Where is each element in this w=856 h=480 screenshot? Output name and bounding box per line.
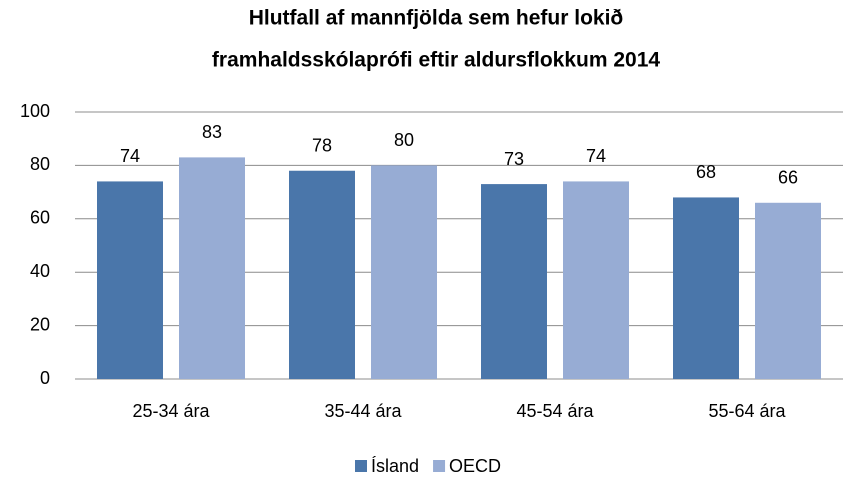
chart-title: framhaldsskólaprófi eftir aldursflokkum … [212,49,660,72]
y-tick-label: 0 [40,368,50,388]
bar [97,181,163,379]
bar [563,181,629,379]
bar [179,157,245,379]
legend-swatch [433,460,446,472]
data-label: 83 [202,122,222,142]
x-tick-label: 35-44 ára [324,401,402,421]
y-tick-label: 80 [30,154,50,174]
data-label: 74 [586,146,606,166]
y-tick-label: 40 [30,261,50,281]
data-label: 73 [504,149,524,169]
y-tick-label: 100 [20,101,50,121]
data-label: 78 [312,135,332,155]
data-label: 68 [696,162,716,182]
legend-label: Ísland [371,456,419,476]
x-tick-label: 25-34 ára [132,401,210,421]
bar [481,184,547,379]
legend-swatch [355,460,367,472]
bar [673,197,739,379]
bar [755,202,821,379]
legend-label: OECD [449,456,501,476]
y-tick-label: 20 [30,314,50,334]
bar [371,165,437,379]
x-tick-label: 55-64 ára [708,401,786,421]
x-tick-label: 45-54 ára [516,401,594,421]
bar [289,170,355,379]
chart-title: Hlutfall af mannfjölda sem hefur lokið [249,7,624,30]
data-label: 74 [120,146,140,166]
data-label: 66 [778,168,798,188]
data-label: 80 [394,130,414,150]
y-tick-label: 60 [30,208,50,228]
